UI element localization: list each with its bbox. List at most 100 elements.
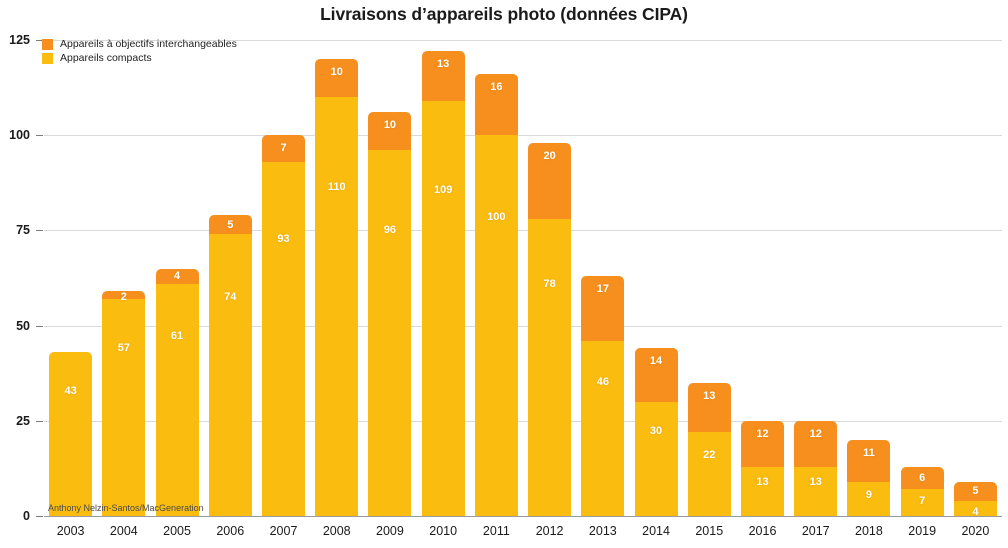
bar-group-2008[interactable]: 110 10 — [315, 59, 359, 516]
bar-value-label-compact: 74 — [224, 290, 237, 303]
bar-segment-ilc[interactable]: 5 — [208, 215, 252, 235]
bar-segment-ilc[interactable]: 10 — [368, 112, 412, 151]
bar-segment-compact[interactable]: 7 — [900, 489, 944, 516]
bar-value-label-compact: 109 — [433, 183, 453, 196]
bar-group-2007[interactable]: 93 7 — [262, 135, 305, 516]
x-axis-tick-label: 2018 — [855, 524, 883, 538]
bar-value-label-ilc: 4 — [173, 270, 181, 283]
x-axis-tick-label: 2005 — [163, 524, 191, 538]
bar-segment-compact[interactable]: 100 — [474, 135, 518, 516]
bar-segment-ilc[interactable]: 12 — [794, 420, 838, 467]
x-axis-tick-label: 2011 — [482, 524, 510, 538]
bar-segment-compact[interactable]: 13 — [741, 466, 784, 516]
bar-segment-compact[interactable]: 4 — [953, 500, 997, 518]
bar-group-2003[interactable]: 43 — [49, 352, 93, 516]
bar-value-label-compact: 100 — [487, 211, 506, 224]
x-axis-tick-label: 2012 — [535, 524, 564, 538]
bar-segment-compact[interactable]: 96 — [368, 150, 412, 516]
bar-segment-ilc[interactable]: 10 — [315, 59, 359, 98]
bar-group-2010[interactable]: 109 13 — [421, 51, 465, 516]
bars-layer: 43 57 2 61 4 74 5 93 7 110 10 96 10 109 13 100 16 78 20 46 1… — [44, 40, 1002, 518]
bar-segment-compact[interactable]: 43 — [49, 352, 93, 516]
bar-value-label-compact: 93 — [277, 232, 290, 245]
bar-value-label-compact: 78 — [543, 278, 556, 291]
bar-segment-compact[interactable]: 74 — [208, 234, 252, 516]
bar-value-label-ilc: 13 — [703, 389, 716, 402]
bar-segment-compact[interactable]: 13 — [794, 466, 838, 516]
bar-group-2011[interactable]: 100 16 — [474, 74, 518, 516]
bar-group-2009[interactable]: 96 10 — [368, 112, 412, 516]
bar-segment-compact[interactable]: 57 — [102, 298, 146, 516]
x-axis-tick-label: 2007 — [269, 524, 298, 538]
bar-value-label-compact: 61 — [170, 330, 184, 343]
bar-value-label-ilc: 11 — [863, 446, 875, 459]
bar-segment-ilc[interactable]: 6 — [900, 466, 944, 490]
bar-segment-ilc[interactable]: 13 — [421, 51, 465, 101]
bar-value-label-ilc: 10 — [330, 66, 343, 79]
x-axis-tick-label: 2010 — [429, 524, 458, 538]
gridline-50 — [44, 325, 1002, 327]
bar-value-label-compact: 13 — [756, 476, 769, 489]
x-axis-tick-label: 2008 — [322, 524, 351, 538]
bar-segment-compact[interactable]: 93 — [262, 161, 305, 516]
bar-group-2016[interactable]: 13 12 — [741, 420, 784, 516]
bar-group-2005[interactable]: 61 4 — [155, 268, 199, 516]
bar-segment-compact[interactable]: 110 — [315, 97, 359, 516]
bar-segment-compact[interactable]: 9 — [847, 481, 891, 516]
bar-value-label-ilc: 13 — [437, 58, 450, 71]
bar-group-2015[interactable]: 22 13 — [687, 382, 731, 516]
bar-segment-ilc[interactable]: 16 — [474, 74, 518, 136]
bar-value-label-ilc: 2 — [120, 291, 127, 304]
y-axis-tick-label: 25 — [16, 413, 30, 428]
y-axis-tick-mark — [36, 420, 43, 422]
bar-segment-compact[interactable]: 30 — [634, 401, 678, 516]
y-axis-tick-label: 0 — [23, 509, 30, 523]
bar-segment-compact[interactable]: 109 — [421, 100, 465, 516]
bar-segment-ilc[interactable]: 13 — [687, 382, 731, 433]
bar-segment-ilc[interactable]: 17 — [581, 276, 625, 341]
bar-value-label-ilc: 16 — [490, 81, 503, 94]
bar-segment-compact[interactable]: 78 — [528, 218, 572, 516]
bar-value-label-compact: 9 — [865, 488, 872, 501]
bar-segment-ilc[interactable]: 20 — [528, 142, 572, 219]
bar-segment-compact[interactable]: 46 — [581, 340, 625, 516]
x-axis-tick-label: 2019 — [908, 524, 937, 538]
bar-group-2013[interactable]: 46 17 — [581, 276, 625, 516]
legend-item-compact: Appareils compacts — [42, 52, 237, 65]
legend-label-ilc: Appareils à objectifs interchangeables — [60, 38, 237, 50]
bar-value-label-compact: 57 — [117, 342, 130, 355]
bar-group-2014[interactable]: 30 14 — [634, 348, 678, 516]
bar-segment-ilc[interactable]: 7 — [262, 135, 305, 162]
bar-segment-ilc[interactable]: 4 — [155, 268, 199, 284]
bar-group-2017[interactable]: 13 12 — [794, 420, 838, 516]
bar-value-label-ilc: 12 — [756, 427, 769, 440]
bar-segment-ilc[interactable]: 12 — [741, 420, 784, 467]
bar-segment-compact[interactable]: 22 — [687, 432, 731, 516]
bar-segment-ilc[interactable]: 14 — [634, 348, 678, 402]
legend-swatch-ilc — [42, 39, 53, 50]
legend-label-compact: Appareils compacts — [60, 52, 152, 64]
bar-value-label-compact: 4 — [972, 505, 979, 518]
bar-group-2006[interactable]: 74 5 — [208, 215, 252, 516]
bar-group-2012[interactable]: 78 20 — [528, 142, 572, 516]
bar-group-2018[interactable]: 9 11 — [847, 439, 891, 516]
gridline-100 — [44, 135, 1002, 137]
x-axis-tick-label: 2016 — [748, 524, 777, 538]
bar-value-label-ilc: 10 — [383, 119, 397, 132]
bar-group-2004[interactable]: 57 2 — [102, 291, 146, 516]
x-axis-tick-label: 2013 — [588, 524, 617, 538]
x-axis-tick-label: 2009 — [376, 524, 404, 538]
y-axis-tick-mark — [36, 135, 43, 137]
bar-segment-ilc[interactable]: 2 — [102, 291, 146, 303]
bar-value-label-ilc: 14 — [649, 355, 663, 368]
bar-value-label-compact: 22 — [703, 448, 716, 461]
bar-segment-compact[interactable]: 61 — [155, 283, 199, 516]
bar-value-label-ilc: 12 — [809, 427, 822, 440]
bar-value-label-ilc: 20 — [543, 149, 556, 162]
bar-segment-ilc[interactable]: 11 — [847, 439, 891, 482]
bar-segment-ilc[interactable]: 5 — [953, 481, 997, 501]
bar-value-label-ilc: 7 — [280, 142, 287, 155]
